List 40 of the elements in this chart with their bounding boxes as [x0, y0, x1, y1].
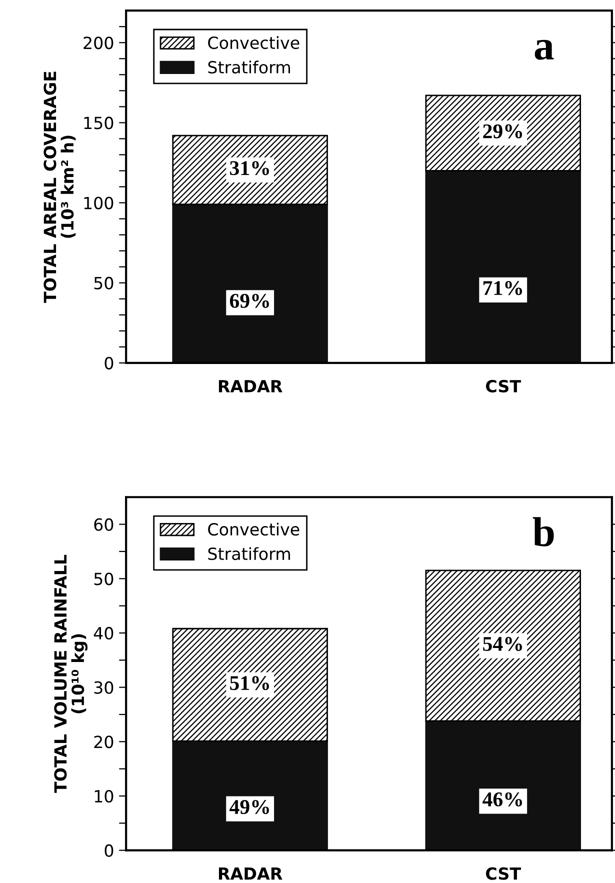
legend-label: Convective: [208, 522, 300, 536]
bar: [172, 134, 328, 206]
annotation: a: [534, 40, 554, 60]
annotation: 29%: [483, 124, 522, 138]
y-tick-label: 30: [94, 681, 114, 694]
bar: [425, 570, 581, 722]
x-tick-label: RADAR: [218, 868, 282, 880]
x-tick-label: CST: [486, 867, 521, 880]
y-tick-label: 100: [84, 196, 114, 210]
y-tick-label: 0: [104, 356, 114, 370]
y-tick-label: 20: [94, 736, 114, 748]
legend-label: Convective: [208, 36, 300, 50]
legend-label: Stratiform: [208, 547, 290, 560]
y-axis-title: TOTAL AREAL COVERAGE (10³ km² h): [44, 72, 76, 303]
bar: [425, 720, 581, 850]
y-tick-label: 0: [104, 844, 114, 857]
annotation: b: [532, 517, 554, 546]
y-axis-title: TOTAL VOLUME RAINFALL (10¹⁰ kg): [54, 554, 88, 793]
y-tick-label: 60: [94, 518, 114, 531]
bar: [425, 170, 581, 363]
y-tick-label: 200: [84, 36, 114, 50]
y-tick-label: 50: [94, 572, 114, 586]
bar: [172, 740, 328, 850]
annotation: 54%: [483, 636, 522, 652]
annotation: 31%: [230, 161, 269, 176]
bar: [425, 94, 581, 172]
y-tick-label: 150: [84, 116, 114, 130]
x-tick-label: RADAR: [218, 380, 282, 392]
x-tick-label: CST: [486, 380, 521, 392]
bar: [172, 628, 328, 742]
bar: [172, 204, 328, 363]
annotation: 69%: [230, 294, 269, 308]
annotation: 51%: [230, 676, 269, 690]
annotation: 71%: [483, 281, 522, 296]
y-tick-label: 50: [94, 276, 114, 290]
annotation: 46%: [482, 792, 522, 806]
annotation: 49%: [230, 800, 269, 814]
y-tick-label: 40: [94, 626, 114, 640]
y-tick-label: 10: [94, 790, 114, 803]
legend-label: Stratiform: [208, 60, 290, 74]
